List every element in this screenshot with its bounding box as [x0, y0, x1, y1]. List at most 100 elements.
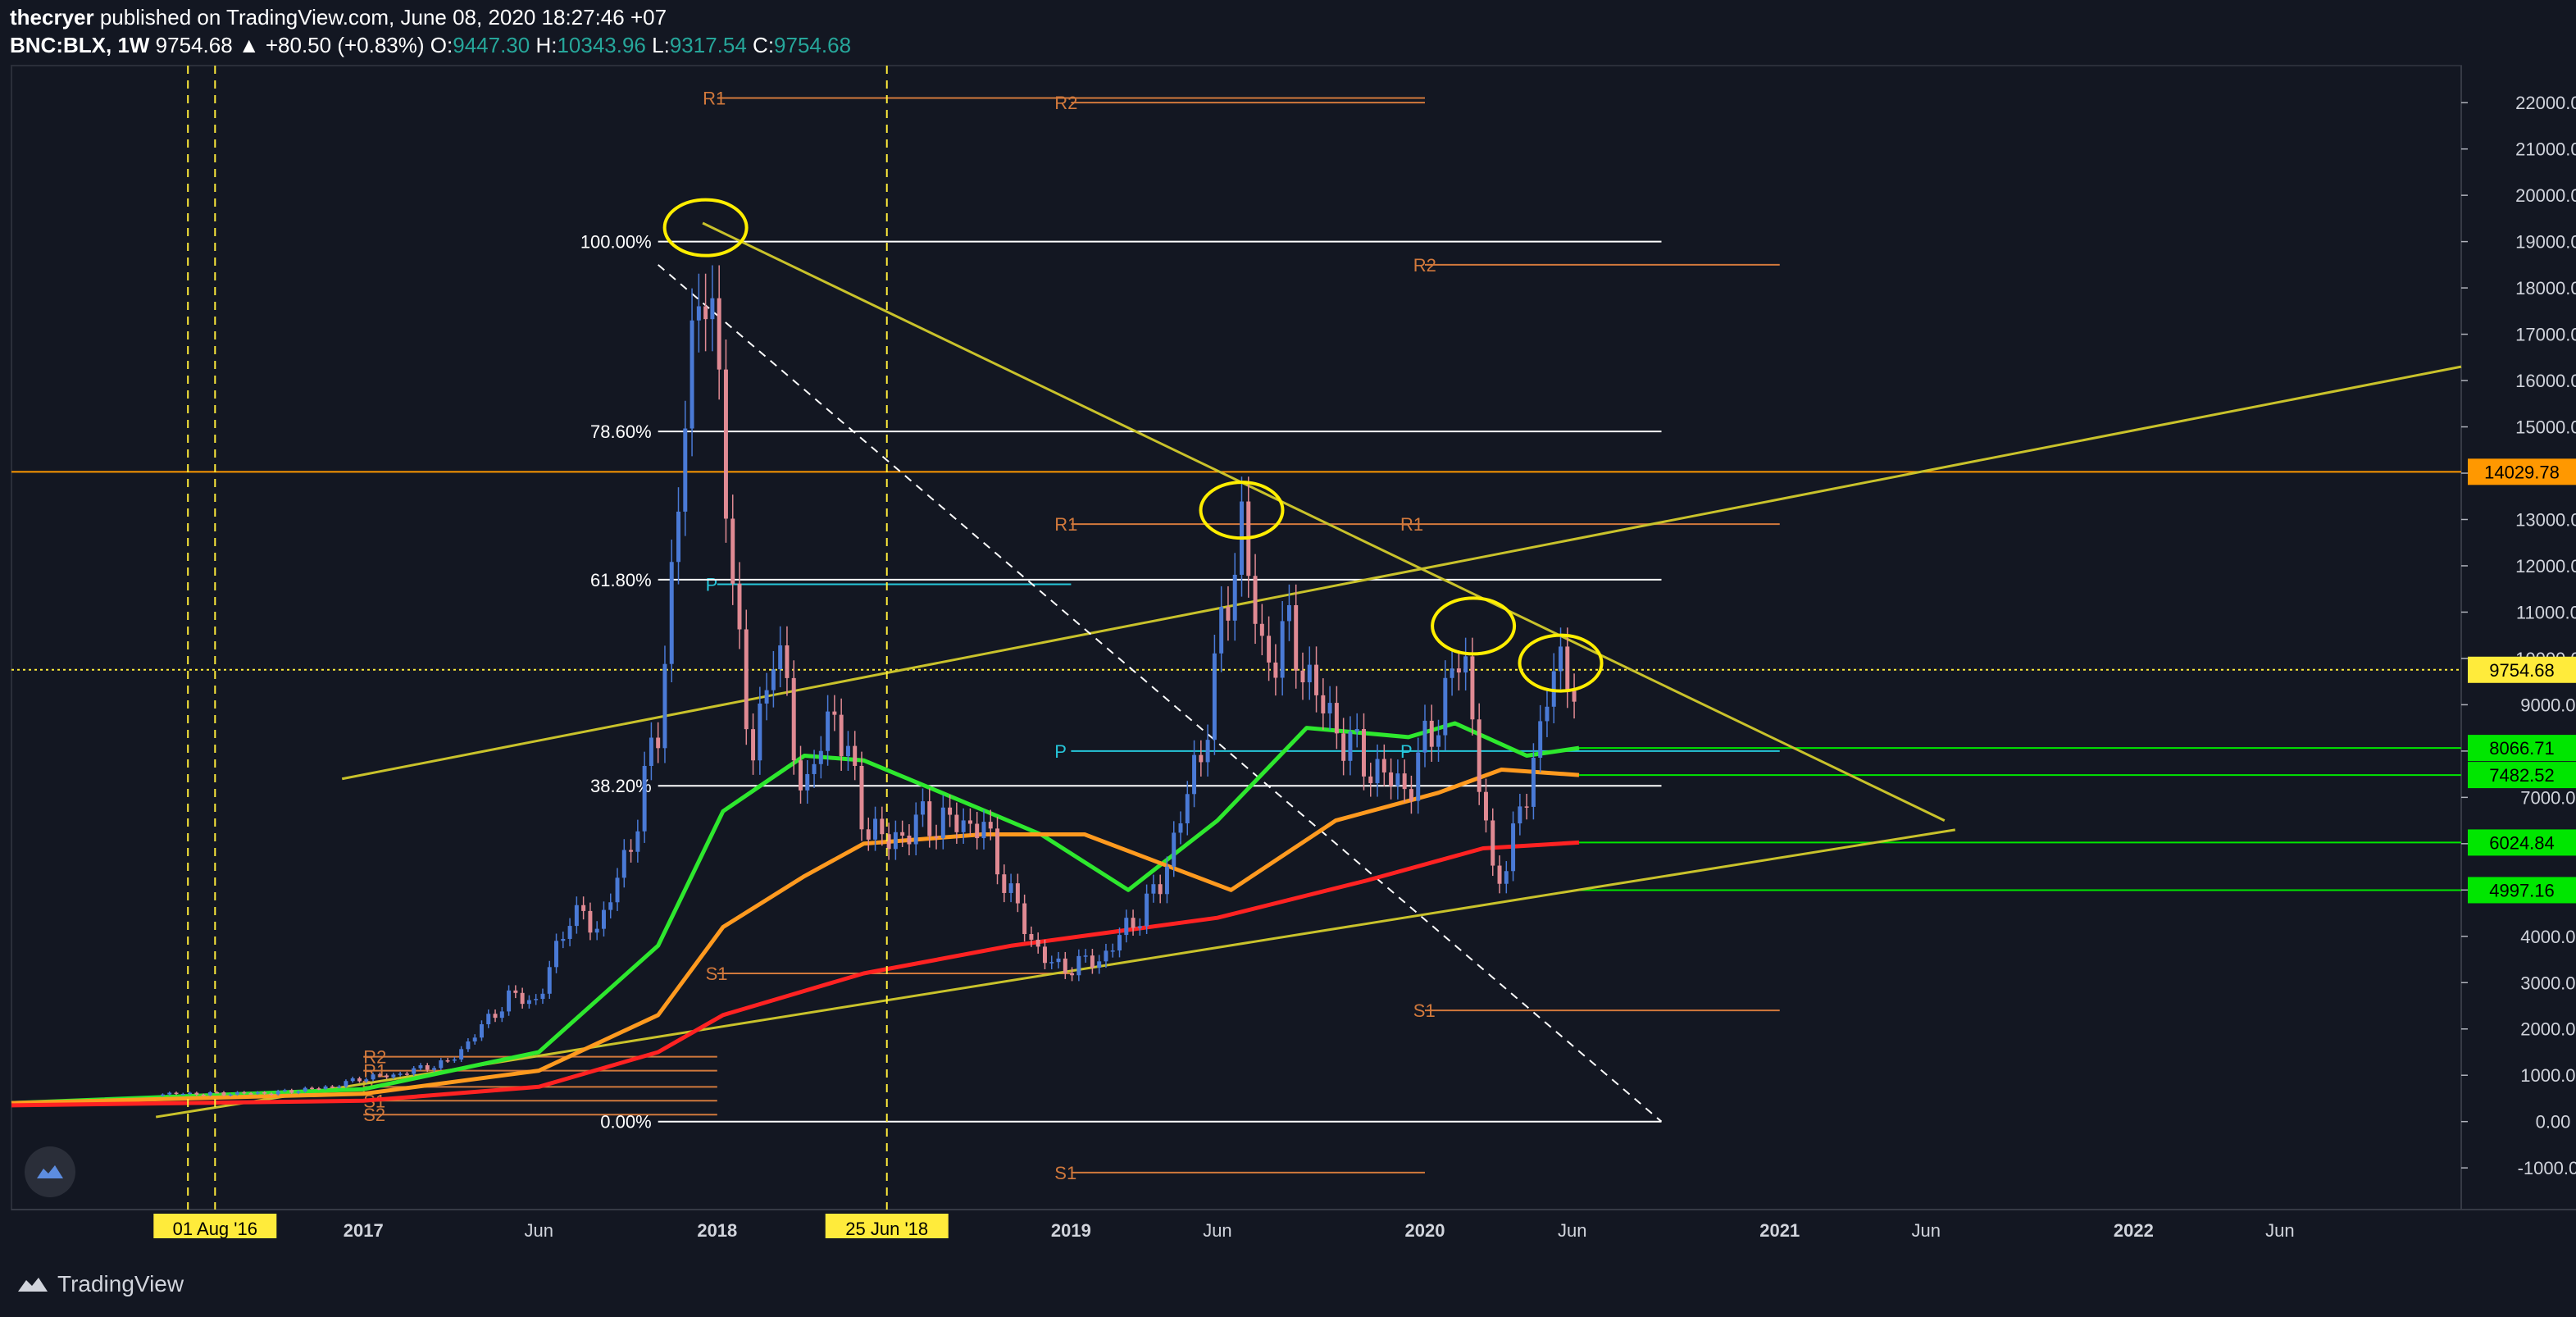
y-axis-tick-label: 19000.00 [2515, 232, 2576, 253]
candle [364, 1079, 369, 1082]
price-badge [2468, 829, 2576, 856]
candle [907, 835, 912, 845]
x-axis-tick-label: 2022 [2114, 1220, 2154, 1241]
candle [160, 1094, 165, 1096]
candle [174, 1092, 179, 1095]
y-axis-tick-label: 18000.00 [2515, 278, 2576, 298]
candle [228, 1094, 233, 1096]
candle [751, 729, 756, 761]
candle [662, 663, 667, 749]
low-label: L: [652, 33, 670, 57]
close-label: C: [753, 33, 775, 57]
publish-info: thecryer published on TradingView.com, J… [10, 5, 667, 30]
candle [1145, 893, 1149, 927]
candle [981, 822, 986, 839]
candle [479, 1024, 484, 1038]
candle [357, 1078, 362, 1082]
pivot-label: R2 [1413, 255, 1436, 276]
footer-brand[interactable]: TradingView [16, 1271, 184, 1297]
candle [1076, 955, 1081, 976]
y-axis-tick-label: 3000.00 [2520, 973, 2576, 993]
trendline [341, 365, 2462, 781]
candle [1199, 754, 1204, 763]
candle [1314, 664, 1319, 695]
candle [642, 766, 647, 832]
candle [1008, 883, 1013, 893]
y-axis-tick-label: 4000.00 [2520, 927, 2576, 947]
candle [391, 1074, 396, 1078]
candle [723, 369, 728, 519]
annotation-circle [662, 198, 749, 257]
candle [1172, 832, 1176, 867]
trendline [702, 221, 1946, 822]
candle [1477, 719, 1481, 792]
candle [1470, 656, 1475, 720]
candle [180, 1093, 185, 1096]
candle [1212, 653, 1217, 741]
annotation-circle [1199, 481, 1285, 540]
candle [1463, 656, 1468, 673]
candle [730, 518, 735, 584]
price-badge [2468, 762, 2576, 789]
candle [445, 1060, 450, 1062]
candle [934, 836, 939, 838]
candle [520, 992, 525, 1005]
fib-level-label: 78.60% [590, 422, 652, 442]
candle [873, 818, 878, 840]
author-name[interactable]: thecryer [10, 5, 94, 30]
x-axis-tick-label: 2020 [1405, 1220, 1445, 1241]
pivot-label: P [706, 575, 718, 595]
pivot-label: S1 [1054, 1163, 1076, 1183]
candle [418, 1065, 423, 1069]
candle [526, 1000, 531, 1005]
candle [330, 1086, 335, 1088]
y-axis-tick-label: 2000.00 [2520, 1019, 2576, 1040]
candle [859, 765, 864, 830]
candle [1375, 759, 1380, 784]
candle [1002, 874, 1007, 893]
tradingview-badge[interactable] [25, 1146, 75, 1197]
candle [1137, 926, 1142, 928]
high-label: H: [535, 33, 558, 57]
candle [1280, 621, 1285, 678]
candle [826, 711, 831, 751]
candle [669, 562, 674, 664]
candle [1022, 903, 1027, 935]
candle [303, 1087, 307, 1091]
candle [975, 823, 980, 839]
candle [1192, 754, 1197, 795]
candle [188, 1092, 193, 1095]
symbol-label[interactable]: BNC:BLX, 1W [10, 33, 150, 57]
candle [818, 750, 823, 764]
candle [215, 1091, 220, 1094]
candle [588, 910, 593, 933]
candle [377, 1074, 382, 1076]
candle [1524, 806, 1529, 808]
candle [1219, 607, 1224, 654]
y-axis-tick-label: 22000.00 [2515, 93, 2576, 113]
annotation-circle [1518, 633, 1604, 693]
candle [316, 1088, 321, 1090]
candle [310, 1087, 315, 1090]
candle [601, 909, 606, 929]
candle [1551, 671, 1556, 707]
candle [866, 829, 871, 840]
x-axis-tick-label: Jun [524, 1220, 553, 1241]
price-badge-label: 7482.52 [2489, 765, 2555, 786]
candle [778, 645, 783, 670]
pivot-label: P [1054, 741, 1067, 762]
candle [656, 737, 661, 749]
candle [1035, 939, 1040, 947]
candle [1131, 918, 1136, 928]
candle [1348, 731, 1353, 761]
candle [262, 1091, 267, 1094]
y-axis-tick-label: 9000.00 [2520, 695, 2576, 715]
candle [758, 703, 762, 761]
x-axis-tick-label: Jun [2265, 1220, 2294, 1241]
fib-level-label: 0.00% [600, 1112, 651, 1132]
candle [744, 629, 749, 730]
candle [425, 1065, 430, 1070]
candle [507, 990, 512, 1012]
candle [676, 511, 680, 563]
